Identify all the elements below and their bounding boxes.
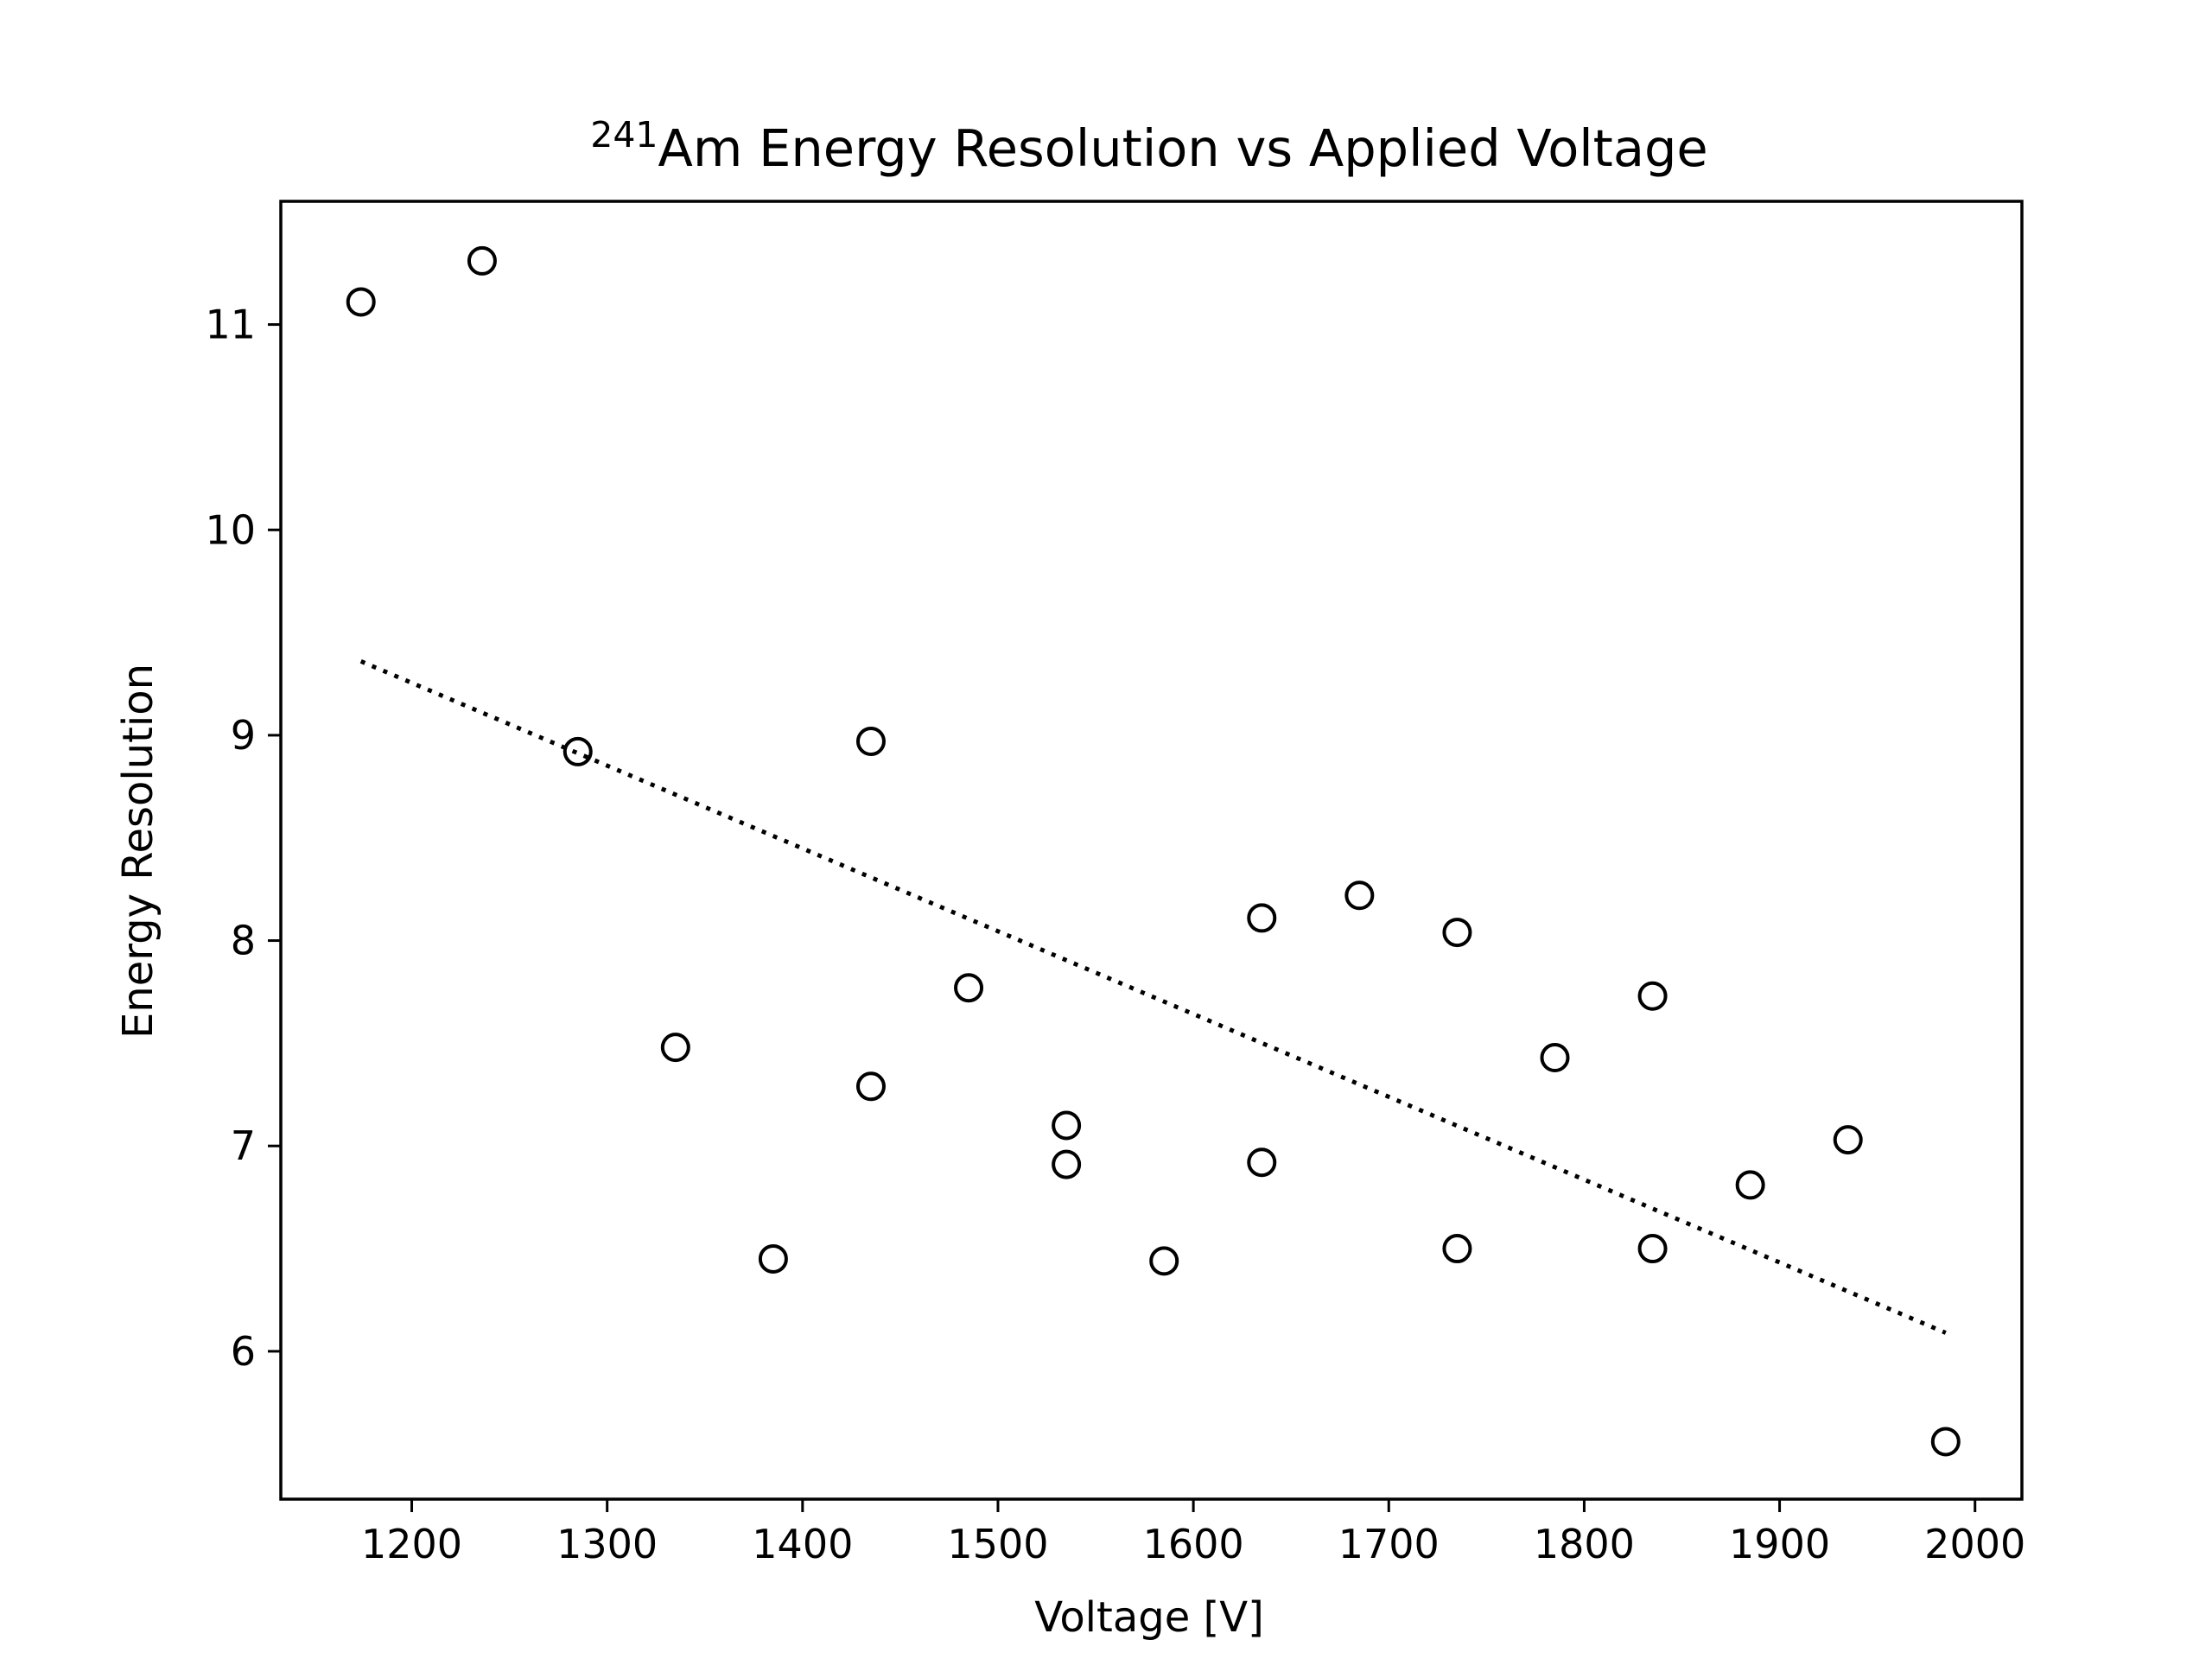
- y-tick-label: 8: [231, 918, 256, 964]
- x-tick-label: 1700: [1338, 1521, 1440, 1567]
- x-tick-label: 1300: [556, 1521, 658, 1567]
- y-tick-label: 6: [231, 1328, 256, 1375]
- x-tick-label: 1500: [947, 1521, 1048, 1567]
- data-point: [1442, 918, 1472, 948]
- y-tick-label: 9: [231, 712, 256, 759]
- x-tick-label: 1600: [1143, 1521, 1244, 1567]
- plot-area-frame: [279, 200, 2024, 1501]
- y-axis-label: Energy Resolution: [114, 664, 162, 1039]
- y-tick-label: 10: [205, 506, 256, 553]
- x-tick-label: 2000: [1924, 1521, 2025, 1567]
- y-axis-ticks: 6 7 8 9 10 11: [205, 302, 281, 1375]
- data-point: [855, 1071, 886, 1102]
- data-point: [1052, 1149, 1082, 1179]
- fit-line-layer: [359, 659, 1947, 1335]
- data-point: [1052, 1110, 1082, 1141]
- data-point: [1442, 1234, 1472, 1264]
- data-point: [758, 1243, 788, 1274]
- x-axis-label: Voltage [V]: [1034, 1593, 1264, 1642]
- data-point: [660, 1033, 690, 1063]
- data-point: [1637, 981, 1668, 1011]
- fit-line: [359, 659, 1947, 1335]
- data-point: [1149, 1246, 1179, 1276]
- data-point: [954, 973, 984, 1003]
- y-tick-label: 11: [205, 302, 256, 348]
- data-point: [1540, 1043, 1570, 1073]
- data-point: [1735, 1170, 1765, 1200]
- data-point: [1247, 1147, 1277, 1178]
- x-tick-label: 1400: [752, 1521, 853, 1567]
- chart-title-text: Am Energy Resolution vs Applied Voltage: [658, 118, 1708, 178]
- data-point: [1344, 880, 1375, 911]
- data-points-layer: [346, 245, 1961, 1457]
- data-point: [467, 245, 497, 276]
- x-tick-label: 1200: [361, 1521, 462, 1567]
- data-point: [346, 287, 376, 317]
- y-tick-label: 7: [231, 1122, 256, 1169]
- chart-title: 241Am Energy Resolution vs Applied Volta…: [590, 114, 1707, 178]
- data-point: [563, 736, 593, 766]
- data-point: [1247, 903, 1277, 933]
- chart-title-superscript: 241: [590, 114, 658, 156]
- data-point: [1637, 1234, 1668, 1264]
- data-point: [1833, 1125, 1863, 1155]
- x-axis-ticks: 1200 1300 1400 1500 1600 1700 1800 1900 2000: [361, 1499, 2025, 1567]
- x-tick-label: 1800: [1534, 1521, 1635, 1567]
- data-point: [855, 727, 886, 757]
- x-tick-label: 1900: [1729, 1521, 1830, 1567]
- data-point: [1930, 1427, 1961, 1457]
